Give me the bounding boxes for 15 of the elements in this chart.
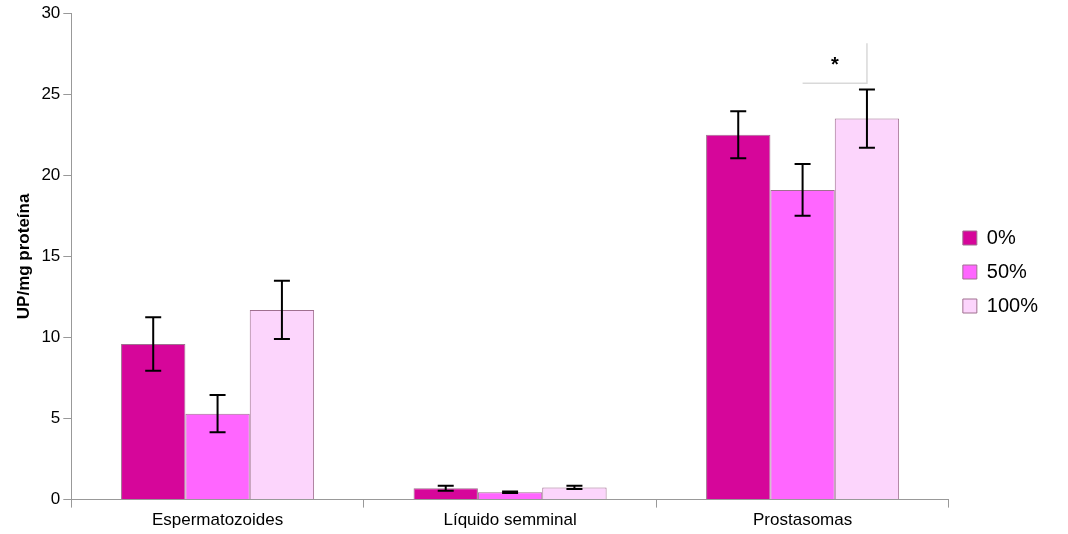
y-axis-title: UP/mg proteína [13,193,33,320]
y-tick-label: 30 [41,2,61,22]
y-tick-label: 25 [41,83,61,103]
y-tick-label: 10 [41,327,61,347]
annotation: * [830,52,839,75]
y-tick-label: 0 [50,489,61,509]
y-tick-label: 20 [41,165,61,185]
legend-label: 0% [986,225,1016,248]
legend-label: 100% [986,293,1039,316]
x-tick-label: Prostasomas [752,510,853,530]
x-tick-label: Líquido semminal [443,510,577,530]
legend-label: 50% [986,259,1028,282]
y-tick-label: 15 [41,246,61,266]
y-tick-label: 5 [50,408,61,428]
x-tick-label: Espermatozoides [151,510,284,530]
